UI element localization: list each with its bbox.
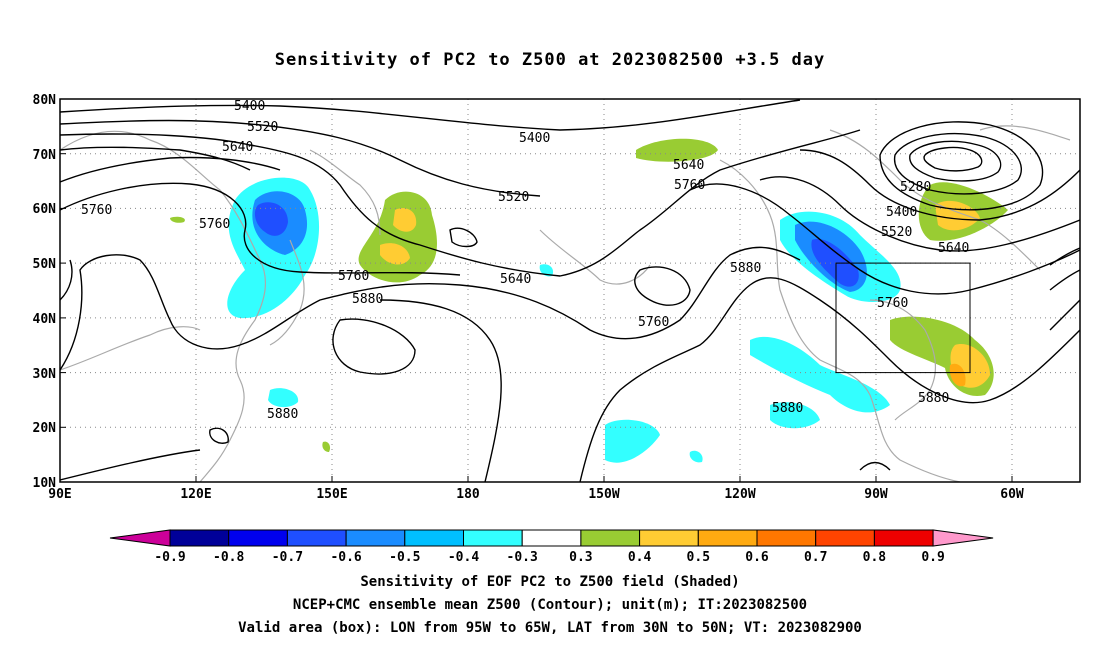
colorbar-tick-label: -0.9 (154, 550, 185, 565)
contour-labels: 5400 5520 5640 5760 5760 5400 5520 5640 … (81, 99, 969, 422)
colorbar-segment (228, 529, 288, 547)
colorbar-segment (756, 529, 817, 547)
shade-neg-small-1 (539, 264, 554, 277)
contour-label: 5880 (918, 391, 949, 406)
colorbar-segment (873, 529, 934, 547)
lon-label: 60W (1000, 487, 1024, 502)
colorbar-segment (404, 529, 464, 547)
contour-label: 5520 (498, 190, 529, 205)
colorbar-tick-label: 0.4 (628, 550, 652, 565)
colorbar-segment (697, 529, 758, 547)
contour-label: 5280 (900, 180, 931, 195)
lon-label: 90W (864, 487, 888, 502)
colorbar-segment (169, 529, 230, 547)
contour-label: 5400 (886, 205, 917, 220)
lon-label: 120W (724, 487, 755, 502)
shade-neg-gulf (750, 336, 890, 413)
tick-marks (60, 98, 1013, 482)
contour-label: 5400 (234, 99, 265, 114)
colorbar-tick-label: -0.3 (507, 550, 538, 565)
colorbar-tick-label: -0.7 (272, 550, 303, 565)
colorbar-segment (286, 529, 347, 547)
contour-label: 5760 (638, 315, 669, 330)
sensitivity-shading (170, 138, 1008, 463)
valid-area-box (835, 262, 971, 374)
shade-neg-tropics-2 (770, 402, 820, 429)
contour-label: 5880 (267, 407, 298, 422)
lat-label: 20N (33, 421, 57, 436)
colorbar-high-end (932, 529, 994, 547)
contour-label: 5880 (730, 261, 761, 276)
colorbar-segment (639, 529, 699, 547)
colorbar-tick-label: -0.4 (448, 550, 479, 565)
colorbar-low-end (109, 529, 171, 547)
lat-label: 50N (33, 257, 57, 272)
colorbar-segment (521, 529, 582, 547)
shade-neg-small-2 (689, 450, 703, 463)
contour-label: 5520 (881, 225, 912, 240)
shade-pos-east-coast-peak (949, 363, 966, 387)
caption-contour: NCEP+CMC ensemble mean Z500 (Contour); u… (292, 597, 808, 613)
lat-label: 30N (33, 367, 57, 382)
lon-label: 90E (48, 487, 71, 502)
contour-label: 5880 (772, 401, 803, 416)
colorbar-tick-label: -0.8 (213, 550, 244, 565)
shade-pos-small-2 (322, 441, 331, 452)
coastlines (60, 125, 1071, 482)
lat-label: 60N (33, 202, 57, 217)
lat-label: 10N (33, 476, 57, 491)
latitude-labels: 80N 70N 60N 50N 40N 30N 20N 10N (33, 93, 57, 491)
colorbar-tick-label: 0.7 (804, 550, 827, 565)
colorbar-segment (815, 529, 875, 547)
colorbar-tick-label: 0.6 (745, 550, 769, 565)
colorbar-tick-label: -0.6 (330, 550, 361, 565)
contour-label: 5640 (938, 241, 969, 256)
contour-label: 5520 (247, 120, 278, 135)
contour-label: 5640 (222, 140, 253, 155)
contour-label: 5400 (519, 131, 550, 146)
shade-neg-sub (268, 388, 299, 408)
colorbar-tick-label: 0.9 (921, 550, 944, 565)
z500-contours (60, 99, 1080, 482)
colorbar-tick-label: 0.8 (863, 550, 887, 565)
colorbar-segment (580, 529, 641, 547)
colorbar: -0.9 -0.8 -0.7 -0.6 -0.5 -0.4 -0.3 0.3 0.4 0.5 0.6… (109, 529, 994, 565)
caption-valid-area: Valid area (box): LON from 95W to 65W, L… (238, 620, 862, 636)
colorbar-tick-label: -0.5 (389, 550, 420, 565)
shade-neg-tropics-1 (605, 419, 660, 463)
lat-label: 40N (33, 312, 57, 327)
colorbar-segment (463, 529, 523, 547)
contour-label: 5760 (81, 203, 112, 218)
longitude-labels: 90E 120E 150E 180 150W 120W 90W 60W (48, 487, 1024, 502)
lon-label: 150E (316, 487, 347, 502)
plot-border (59, 98, 1081, 483)
shade-pos-north-pacific (636, 138, 718, 162)
lat-label: 70N (33, 148, 57, 163)
contour-label: 5760 (877, 296, 908, 311)
shade-pos-central-pacific-core (380, 208, 417, 265)
colorbar-tick-label: 0.3 (569, 550, 592, 565)
contour-label: 5760 (199, 217, 230, 232)
contour-label: 5640 (500, 272, 531, 287)
lon-label: 150W (588, 487, 619, 502)
contour-label: 5640 (673, 158, 704, 173)
contour-label: 5760 (674, 178, 705, 193)
caption-shading: Sensitivity of EOF PC2 to Z500 field (Sh… (360, 574, 740, 590)
colorbar-tick-label: 0.5 (687, 550, 710, 565)
lon-label: 180 (456, 487, 480, 502)
lon-label: 120E (180, 487, 211, 502)
shade-pos-small-1 (170, 216, 185, 223)
colorbar-segment (345, 529, 406, 547)
map-title: Sensitivity of PC2 to Z500 at 2023082500… (274, 50, 826, 70)
contour-label: 5760 (338, 269, 369, 284)
contour-label: 5880 (352, 292, 383, 307)
shade-neg-west-pacific-core (254, 202, 288, 236)
lat-label: 80N (33, 93, 57, 108)
